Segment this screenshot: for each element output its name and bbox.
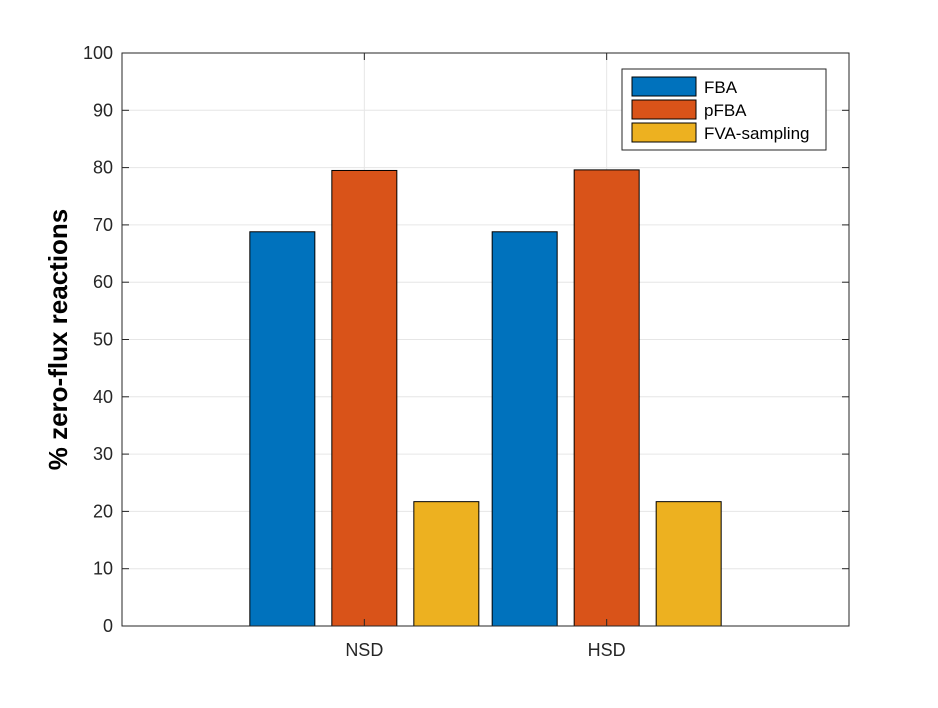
x-tick-label: HSD bbox=[588, 640, 626, 660]
y-tick-label: 100 bbox=[83, 43, 113, 63]
x-axis-ticks: NSD HSD bbox=[345, 53, 626, 660]
y-tick-label: 30 bbox=[93, 444, 113, 464]
y-tick-label: 80 bbox=[93, 158, 113, 178]
bars-group bbox=[249, 169, 722, 627]
bar-fva-sampling-nsd bbox=[413, 501, 480, 627]
bar-fba-hsd bbox=[491, 231, 558, 627]
y-axis-ticks: 0 10 20 30 40 50 60 70 80 90 100 bbox=[83, 43, 849, 636]
bar-fva-sampling-hsd bbox=[655, 501, 722, 627]
y-tick-label: 40 bbox=[93, 387, 113, 407]
y-tick-label: 90 bbox=[93, 100, 113, 120]
legend-label: FBA bbox=[704, 78, 738, 97]
legend-swatch bbox=[631, 99, 697, 120]
y-tick-label: 70 bbox=[93, 215, 113, 235]
y-axis-label: % zero-flux reactions bbox=[43, 209, 73, 471]
x-tick-label: NSD bbox=[345, 640, 383, 660]
y-tick-label: 0 bbox=[103, 616, 113, 636]
bar-pfba-nsd bbox=[331, 169, 398, 627]
bar-pfba-hsd bbox=[573, 169, 640, 627]
y-tick-label: 10 bbox=[93, 559, 113, 579]
bar-fba-nsd bbox=[249, 231, 316, 627]
y-tick-label: 50 bbox=[93, 330, 113, 350]
legend-swatch bbox=[631, 76, 697, 97]
legend-label: FVA-sampling bbox=[704, 124, 810, 143]
y-tick-label: 60 bbox=[93, 272, 113, 292]
legend-label: pFBA bbox=[704, 101, 747, 120]
legend: FBA pFBA FVA-sampling bbox=[621, 68, 827, 151]
y-tick-label: 20 bbox=[93, 501, 113, 521]
legend-swatch bbox=[631, 122, 697, 143]
